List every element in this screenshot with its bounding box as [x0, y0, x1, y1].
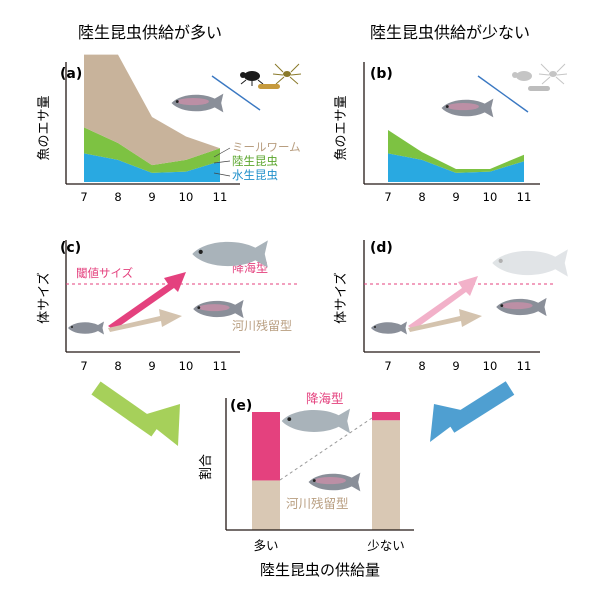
x-ticks-c: 7 8 9 10 11 [80, 359, 227, 373]
area-series [388, 130, 524, 173]
x-ticks-a: 7 8 9 10 11 [80, 190, 227, 204]
bar-segment [252, 412, 280, 481]
growth-arrow-sea [108, 272, 186, 330]
x-tick-label: 10 [179, 359, 194, 373]
panel-a-label: (a) [60, 66, 82, 82]
panel-c: (c) 体サイズ 7 8 9 10 11 閾値サイズ 降海型 河川残留型 [36, 240, 300, 373]
category-label-few: 少ない [367, 538, 405, 553]
growth-arrow-river [108, 309, 182, 332]
x-tick-label: 10 [179, 190, 194, 204]
x-tick-label: 8 [114, 190, 121, 204]
legend-aquatic: 水生昆虫 [232, 168, 278, 182]
panel-e-xlabel: 陸生昆虫の供給量 [260, 561, 380, 579]
x-tick-label: 8 [114, 359, 121, 373]
mealworm-icon [258, 84, 280, 89]
panel-d: (d) 体サイズ 7 8 9 10 11 [333, 240, 568, 373]
sea-run-fish-icon [192, 240, 268, 268]
panel-e-ylabel: 割合 [198, 454, 214, 480]
panel-d-label: (d) [370, 240, 393, 256]
area-series [84, 54, 220, 166]
x-tick-label: 10 [483, 190, 498, 204]
river-fish-icon [496, 297, 547, 317]
mealworm-icon-faded [528, 86, 550, 91]
connector-line [279, 417, 373, 481]
x-tick-label: 9 [148, 359, 155, 373]
river-fish-icon [193, 299, 244, 319]
river-resident-label-e: 河川残留型 [286, 496, 349, 511]
sea-run-label-e: 降海型 [306, 391, 344, 406]
panel-a: (a) 魚のエサ量 7 8 9 10 11 ミールワーム 陸生昆虫 水生昆虫 [37, 54, 302, 204]
river-fish-icon [308, 472, 361, 492]
decrease-line [477, 75, 529, 113]
beetle-icon [240, 71, 264, 86]
growth-arrow-river [408, 309, 482, 332]
area-chart-b [388, 130, 524, 182]
juvenile-fish-icon [371, 321, 407, 335]
beetle-icon-faded [512, 71, 532, 81]
x-tick-label: 11 [213, 359, 228, 373]
panel-e-label: (e) [230, 398, 252, 414]
legend-terrestrial: 陸生昆虫 [232, 154, 278, 168]
x-tick-label: 8 [418, 190, 425, 204]
area-series [388, 153, 524, 182]
decrease-line [211, 75, 261, 111]
panel-c-label: (c) [60, 240, 81, 256]
bar-segment [372, 420, 400, 530]
x-tick-label: 10 [483, 359, 498, 373]
panel-c-ylabel: 体サイズ [36, 272, 52, 324]
juvenile-fish-icon [68, 321, 104, 335]
panel-b: (b) 魚のエサ量 7 8 9 10 11 [334, 62, 568, 204]
x-ticks-b: 7 8 9 10 11 [384, 190, 531, 204]
x-tick-label: 11 [213, 190, 228, 204]
x-ticks-d: 7 8 9 10 11 [384, 359, 531, 373]
x-tick-label: 9 [452, 190, 459, 204]
x-tick-label: 9 [452, 359, 459, 373]
x-tick-label: 7 [384, 190, 391, 204]
threshold-label: 閾値サイズ [76, 266, 133, 280]
x-tick-label: 7 [80, 359, 87, 373]
header-right: 陸生昆虫供給が少ない [370, 23, 530, 42]
x-tick-label: 7 [384, 359, 391, 373]
panel-b-ylabel: 魚のエサ量 [334, 95, 349, 160]
panel-a-ylabel: 魚のエサ量 [37, 95, 52, 160]
arrow-blue-to-e [430, 381, 515, 442]
fish-icon [171, 93, 224, 113]
river-resident-label: 河川残留型 [232, 319, 292, 333]
growth-arrow-sea-faded [408, 276, 478, 330]
sea-run-fish-icon [281, 408, 351, 434]
panel-d-ylabel: 体サイズ [333, 272, 349, 324]
panel-e: (e) 割合 降海型 河川残留型 多い 少ない 陸生昆虫の供給量 [198, 391, 414, 579]
sea-run-fish-icon-faded [492, 249, 568, 277]
stacked-bars-e [252, 412, 400, 530]
x-tick-label: 9 [148, 190, 155, 204]
area-series [84, 127, 220, 173]
fish-icon [441, 98, 494, 118]
x-tick-label: 8 [418, 359, 425, 373]
x-tick-label: 11 [517, 190, 532, 204]
spider-icon-faded [538, 63, 568, 85]
spider-icon [272, 63, 302, 85]
panel-b-label: (b) [370, 66, 393, 82]
x-tick-label: 7 [80, 190, 87, 204]
area-chart-a [84, 54, 220, 182]
x-tick-label: 11 [517, 359, 532, 373]
legend-mealworm: ミールワーム [232, 140, 301, 154]
arrow-green-to-e [91, 381, 180, 446]
category-label-many: 多い [253, 538, 278, 553]
area-series [84, 153, 220, 182]
bar-segment [372, 412, 400, 421]
header-left: 陸生昆虫供給が多い [78, 23, 222, 42]
bar-segment [252, 480, 280, 530]
